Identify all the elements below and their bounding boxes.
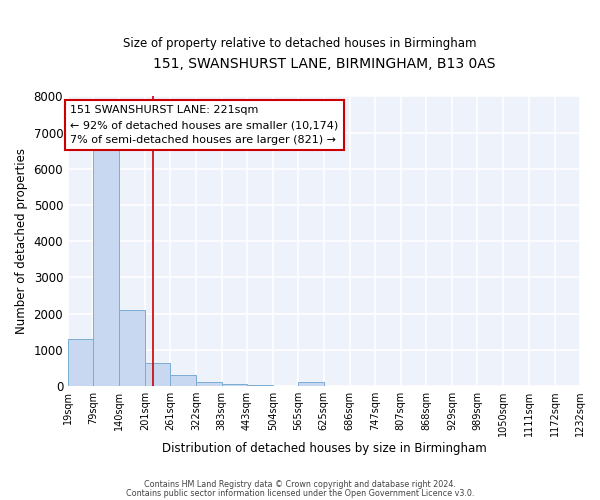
Text: Size of property relative to detached houses in Birmingham: Size of property relative to detached ho… <box>123 38 477 51</box>
Text: Contains public sector information licensed under the Open Government Licence v3: Contains public sector information licen… <box>126 488 474 498</box>
X-axis label: Distribution of detached houses by size in Birmingham: Distribution of detached houses by size … <box>161 442 487 455</box>
Y-axis label: Number of detached properties: Number of detached properties <box>15 148 28 334</box>
Text: 151 SWANSHURST LANE: 221sqm
← 92% of detached houses are smaller (10,174)
7% of : 151 SWANSHURST LANE: 221sqm ← 92% of det… <box>70 106 338 145</box>
Text: Contains HM Land Registry data © Crown copyright and database right 2024.: Contains HM Land Registry data © Crown c… <box>144 480 456 489</box>
Bar <box>145 362 170 386</box>
Bar <box>221 384 247 386</box>
Bar <box>94 147 119 386</box>
Bar <box>119 310 145 386</box>
Bar <box>298 382 324 386</box>
Bar <box>68 339 94 386</box>
Bar <box>196 382 221 386</box>
Bar <box>170 375 196 386</box>
Title: 151, SWANSHURST LANE, BIRMINGHAM, B13 0AS: 151, SWANSHURST LANE, BIRMINGHAM, B13 0A… <box>153 58 495 71</box>
